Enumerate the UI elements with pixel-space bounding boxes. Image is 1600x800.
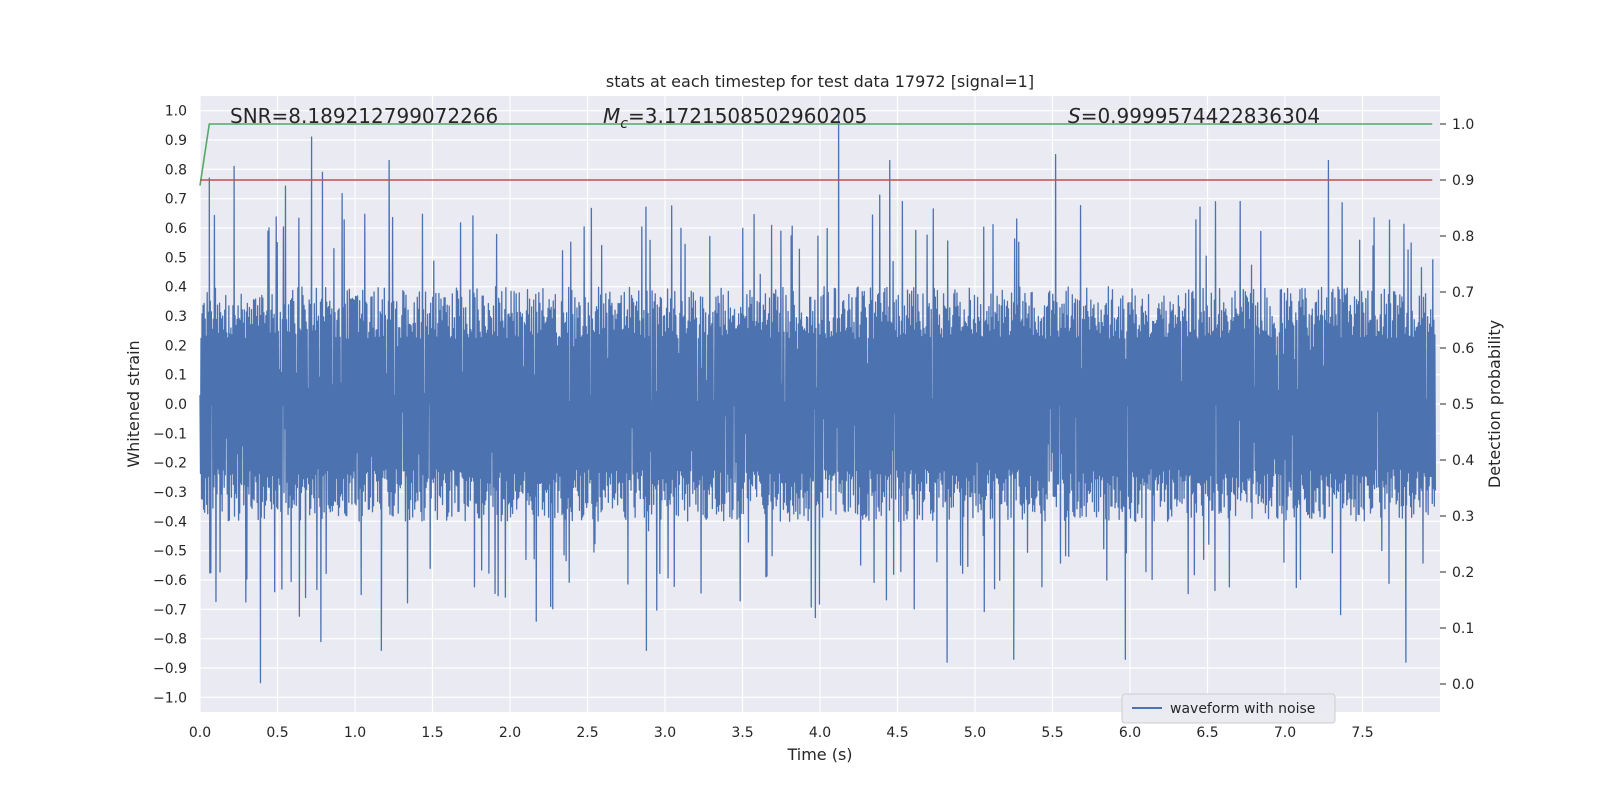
s-value: =0.9999574422836304 xyxy=(1081,104,1320,128)
y-tick-label-left: 0.1 xyxy=(165,368,187,384)
y-tick-label-left: −0.4 xyxy=(153,514,187,530)
x-tick-label: 4.5 xyxy=(886,725,908,741)
y-tick-label-right: 0.3 xyxy=(1452,509,1474,525)
legend-box xyxy=(1121,693,1336,724)
x-axis-label: Time (s) xyxy=(786,745,852,764)
probability-series xyxy=(199,123,1433,186)
y-tick-label-left: −0.9 xyxy=(153,661,187,677)
y-tick-label-left: 0.4 xyxy=(165,280,187,296)
y-tick-label-right: 0.6 xyxy=(1452,341,1474,357)
y-tick-label-left: −0.6 xyxy=(153,573,187,589)
y-tick-label-left: −1.0 xyxy=(153,690,187,706)
y-tick-label-right: 0.8 xyxy=(1452,229,1474,245)
x-tick-label: 6.0 xyxy=(1119,725,1141,741)
s-symbol: S xyxy=(1068,104,1081,128)
y-tick-label-left: 0.3 xyxy=(165,309,187,325)
mc-subscript: c xyxy=(620,116,628,132)
y-tick-label-left: 0.7 xyxy=(165,192,187,208)
y-tick-label-right: 1.0 xyxy=(1452,117,1474,133)
x-tick-label: 4.0 xyxy=(809,725,831,741)
y-tick-label-left: −0.2 xyxy=(153,456,187,472)
y-tick-label-left: −0.8 xyxy=(153,632,187,648)
x-tick-label: 2.5 xyxy=(576,725,598,741)
waveform-series xyxy=(199,110,1436,684)
y-tick-label-left: −0.5 xyxy=(153,544,187,560)
y-tick-label-left: 0.8 xyxy=(165,162,187,178)
x-tick-label: 5.5 xyxy=(1041,725,1063,741)
y-axis-label-right: Detection probability xyxy=(1485,320,1504,488)
y-tick-label-left: −0.7 xyxy=(153,602,187,618)
x-tick-label: 1.5 xyxy=(421,725,443,741)
x-tick-label: 7.5 xyxy=(1351,725,1373,741)
x-tick-label: 3.5 xyxy=(731,725,753,741)
y-tick-label-right: 0.2 xyxy=(1452,565,1474,581)
y-tick-label-left: 1.0 xyxy=(165,104,187,120)
x-tick-label: 7.0 xyxy=(1274,725,1296,741)
detection-probability-line xyxy=(199,123,1433,186)
y-tick-label-left: −0.1 xyxy=(153,426,187,442)
chirp-mass-annotation: Mc=3.1721508502960205 xyxy=(603,104,867,132)
waveform-line xyxy=(199,110,1436,684)
y-tick-label-left: −0.3 xyxy=(153,485,187,501)
y-tick-label-right: 0.9 xyxy=(1452,173,1474,189)
y-tick-label-right: 0.4 xyxy=(1452,453,1474,469)
y-tick-label-right: 0.1 xyxy=(1452,621,1474,637)
x-tick-label: 2.0 xyxy=(499,725,521,741)
y-tick-label-left: 0.9 xyxy=(165,133,187,149)
legend-label-waveform: waveform with noise xyxy=(1170,701,1315,717)
y-tick-label-right: 0.7 xyxy=(1452,285,1474,301)
y-tick-label-left: 0.2 xyxy=(165,338,187,354)
y-ticks-left: 1.0 0.9 0.8 0.7 0.6 0.5 0.4 0.3 0.2 0.1 0.0 −0.1 −0.… xyxy=(153,104,187,707)
y-tick-label-right: 0.5 xyxy=(1452,397,1474,413)
y-tick-label-left: 0.6 xyxy=(165,221,187,237)
y-axis-label-left: Whitened strain xyxy=(124,340,143,467)
snr-annotation: SNR=8.189212799072266 xyxy=(230,104,498,128)
x-tick-label: 0.5 xyxy=(266,725,288,741)
y-ticks-right: 1.0 0.9 0.8 0.7 0.6 0.5 0.4 0.3 0.2 0.1 0.0 xyxy=(1440,117,1474,693)
chart-title: stats at each timestep for test data 179… xyxy=(606,72,1034,91)
mc-symbol: M xyxy=(603,104,620,128)
y-tick-label-right: 0.0 xyxy=(1452,677,1474,693)
x-tick-label: 5.0 xyxy=(964,725,986,741)
mc-value: =3.1721508502960205 xyxy=(628,104,867,128)
y-tick-label-left: 0.5 xyxy=(165,250,187,266)
s-annotation: S=0.9999574422836304 xyxy=(1068,104,1320,128)
x-tick-label: 1.0 xyxy=(344,725,366,741)
x-ticks: 0.0 0.5 1.0 1.5 2.0 2.5 3.0 3.5 4.0 4.5 5.0 5.5 6.0 6… xyxy=(189,725,1374,741)
legend: waveform with noise xyxy=(1121,693,1336,724)
x-tick-label: 0.0 xyxy=(189,725,211,741)
x-tick-label: 3.0 xyxy=(654,725,676,741)
y-tick-label-left: 0.0 xyxy=(165,397,187,413)
x-tick-label: 6.5 xyxy=(1196,725,1218,741)
